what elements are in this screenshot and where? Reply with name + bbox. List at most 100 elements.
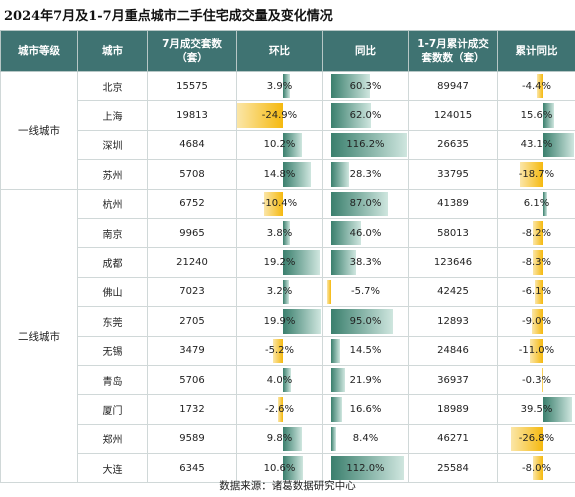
- ytd_yoy-value: -6.1%: [521, 286, 551, 298]
- city-name: 青岛: [77, 364, 148, 396]
- yoy-value: 60.3%: [349, 80, 382, 92]
- yoy-bar: [330, 132, 407, 158]
- ytd_yoy-bar: [542, 397, 572, 422]
- mom-value: -5.2%: [264, 345, 294, 357]
- july-deals: 3479: [147, 335, 237, 366]
- yoy-value: 16.6%: [349, 403, 382, 415]
- yoy-cell: 87.0%: [322, 188, 409, 219]
- ytd_yoy-cell: -6.1%: [497, 276, 575, 308]
- header-city: 城市: [77, 30, 148, 72]
- ytd_yoy-bar: [542, 191, 548, 216]
- mom-cell: 19.2%: [236, 247, 323, 278]
- ytd_yoy-bar: [510, 426, 543, 452]
- ytd_yoy-cell: 39.5%: [497, 394, 575, 425]
- yoy-bar: [330, 191, 388, 216]
- header-row: 城市等级 城市 7月成交套数 （套） 环比 同比 1-7月累计成交 套数数（套） 累…: [0, 30, 575, 72]
- table-row: 郑州 9589 9.8% 8.4% 46271 -26.8%: [1, 423, 575, 455]
- ytd-deals: 42425: [408, 276, 498, 308]
- mom-bar: [282, 220, 291, 246]
- july-deals: 4684: [147, 129, 237, 161]
- ytd_yoy-value: -8.0%: [521, 462, 551, 474]
- mom-value: -2.6%: [264, 403, 294, 415]
- yoy-cell: 21.9%: [322, 364, 409, 396]
- ytd_yoy-value: -18.7%: [518, 168, 555, 180]
- july-deals: 5708: [147, 159, 237, 190]
- data-table: 城市等级 城市 7月成交套数 （套） 环比 同比 1-7月累计成交 套数数（套） 累…: [0, 30, 575, 484]
- yoy-value: 95.0%: [349, 315, 382, 327]
- mom-bar: [273, 338, 283, 363]
- mom-bar: [282, 74, 291, 99]
- mom-bar: [282, 132, 303, 158]
- yoy-bar: [330, 367, 345, 393]
- ytd-deals: 26635: [408, 129, 498, 161]
- mom-value: 19.2%: [263, 257, 296, 269]
- yoy-bar: [330, 220, 361, 246]
- yoy-cell: 62.0%: [322, 100, 409, 131]
- ytd_yoy-bar: [542, 132, 575, 158]
- ytd_yoy-value: -11.0%: [518, 345, 555, 357]
- mom-value: 3.9%: [266, 80, 293, 92]
- mom-value: 14.8%: [263, 168, 296, 180]
- mom-value: 10.6%: [263, 462, 296, 474]
- ytd-deals: 58013: [408, 217, 498, 249]
- mom-value: -10.4%: [261, 198, 298, 210]
- ytd-deals: 25584: [408, 453, 498, 484]
- july-deals: 1732: [147, 394, 237, 425]
- city-name: 东莞: [77, 306, 148, 337]
- city-name: 苏州: [77, 159, 148, 190]
- mom-bar: [282, 367, 291, 393]
- mom-bar: [282, 456, 304, 481]
- ytd-deals: 12893: [408, 306, 498, 337]
- chart-title: 2024年7月及1-7月重点城市二手住宅成交量及变化情况: [4, 9, 333, 24]
- yoy-bar: [326, 279, 331, 305]
- yoy-cell: 112.0%: [322, 453, 409, 484]
- ytd-deals: 24846: [408, 335, 498, 366]
- city-name: 上海: [77, 100, 148, 131]
- mom-bar: [263, 191, 283, 216]
- ytd_yoy-value: 43.1%: [520, 139, 553, 151]
- yoy-cell: 116.2%: [322, 129, 409, 161]
- ytd_yoy-value: 39.5%: [520, 403, 553, 415]
- mom-cell: 4.0%: [236, 364, 323, 396]
- ytd_yoy-cell: 15.6%: [497, 100, 575, 131]
- city-name: 郑州: [77, 423, 148, 455]
- city-name: 成都: [77, 247, 148, 278]
- yoy-cell: 95.0%: [322, 306, 409, 337]
- mom-bar: [278, 397, 283, 422]
- table-body: 一线城市 北京 15575 3.9% 60.3% 89947 -4.4% 上海 19813 -24…: [0, 70, 575, 484]
- ytd_yoy-bar: [542, 103, 555, 128]
- yoy-value: 28.3%: [349, 168, 382, 180]
- source-note: 数据来源：诸葛数据研究中心: [219, 480, 356, 492]
- ytd_yoy-cell: -8.2%: [497, 217, 575, 249]
- mom-cell: 9.8%: [236, 423, 323, 455]
- mom-bar: [282, 162, 312, 187]
- july-deals: 7023: [147, 276, 237, 308]
- yoy-value: 87.0%: [349, 198, 382, 210]
- yoy-bar: [330, 456, 404, 481]
- mom-value: 9.8%: [266, 433, 293, 445]
- yoy-bar: [330, 397, 342, 422]
- yoy-value: -5.7%: [350, 286, 380, 298]
- yoy-value: 62.0%: [349, 110, 382, 122]
- ytd-deals: 41389: [408, 188, 498, 219]
- ytd_yoy-bar: [532, 250, 543, 275]
- table-row: 苏州 5708 14.8% 28.3% 33795 -18.7%: [1, 159, 575, 190]
- mom-bar: [282, 309, 321, 334]
- header-tier: 城市等级: [0, 30, 78, 72]
- header-ytd-yoy: 累计同比: [497, 30, 575, 72]
- city-name: 北京: [77, 70, 148, 102]
- city-name: 佛山: [77, 276, 148, 308]
- yoy-cell: 28.3%: [322, 159, 409, 190]
- yoy-cell: 16.6%: [322, 394, 409, 425]
- header-july-deals: 7月成交套数 （套）: [147, 30, 237, 72]
- mom-value: 19.9%: [263, 315, 296, 327]
- yoy-cell: 14.5%: [322, 335, 409, 366]
- table-row: 二线城市 杭州 6752 -10.4% 87.0% 41389 6.1%: [0, 188, 575, 484]
- ytd_yoy-cell: -9.0%: [497, 306, 575, 337]
- july-deals: 9589: [147, 423, 237, 455]
- city-name: 无锡: [77, 335, 148, 366]
- yoy-cell: 60.3%: [322, 70, 409, 102]
- yoy-cell: -5.7%: [322, 276, 409, 308]
- ytd_yoy-cell: -8.3%: [497, 247, 575, 278]
- mom-cell: -5.2%: [236, 335, 323, 366]
